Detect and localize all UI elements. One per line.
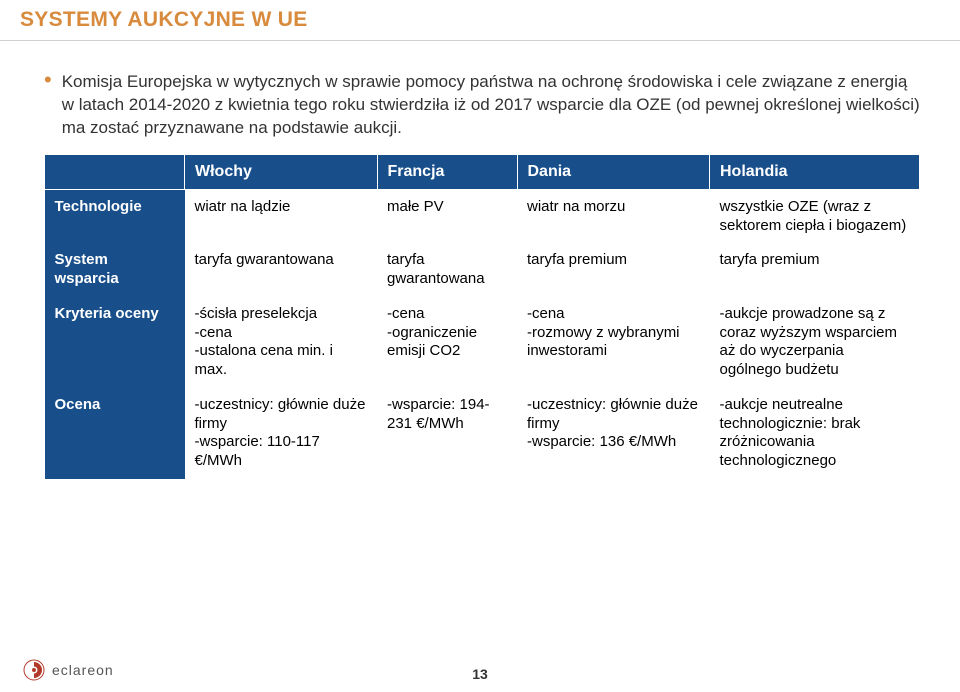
table-body: Technologie wiatr na lądzie małe PV wiat… — [45, 189, 920, 479]
logo: eclareon — [22, 658, 114, 682]
table-row: Kryteria oceny -ścisła preselekcja-cena-… — [45, 297, 920, 388]
table-cell: -ścisła preselekcja-cena-ustalona cena m… — [185, 297, 378, 388]
row-head: System wsparcia — [45, 243, 185, 297]
table-header-col3: Dania — [517, 154, 710, 189]
table-cell: -uczestnicy: głównie duże firmy-wsparcie… — [185, 388, 378, 479]
table-header-col1: Włochy — [185, 154, 378, 189]
page-number: 13 — [472, 666, 488, 682]
comparison-table: Włochy Francja Dania Holandia Technologi… — [44, 154, 920, 479]
logo-text: eclareon — [52, 662, 114, 678]
row-head: Ocena — [45, 388, 185, 479]
page-title: SYSTEMY AUKCYJNE W UE — [0, 0, 960, 41]
table-cell: -aukcje neutrealne technologicznie: brak… — [710, 388, 920, 479]
row-head: Kryteria oceny — [45, 297, 185, 388]
table-cell: małe PV — [377, 189, 517, 243]
table-header-blank — [45, 154, 185, 189]
table-header-col2: Francja — [377, 154, 517, 189]
table-row: Ocena -uczestnicy: głównie duże firmy-ws… — [45, 388, 920, 479]
logo-icon — [22, 658, 46, 682]
table-cell: wiatr na morzu — [517, 189, 710, 243]
title-text: SYSTEMY AUKCYJNE W UE — [20, 8, 308, 31]
table-cell: taryfa gwarantowana — [377, 243, 517, 297]
table-cell: taryfa premium — [517, 243, 710, 297]
table-cell: taryfa gwarantowana — [185, 243, 378, 297]
table-row: Technologie wiatr na lądzie małe PV wiat… — [45, 189, 920, 243]
table-row: System wsparcia taryfa gwarantowana tary… — [45, 243, 920, 297]
table-cell: wszystkie OZE (wraz z sektorem ciepła i … — [710, 189, 920, 243]
table-cell: -wsparcie: 194-231 €/MWh — [377, 388, 517, 479]
table-cell: -uczestnicy: głównie duże firmy-wsparcie… — [517, 388, 710, 479]
bullet-icon: • — [44, 71, 52, 140]
table-header-col4: Holandia — [710, 154, 920, 189]
row-head: Technologie — [45, 189, 185, 243]
content-area: • Komisja Europejska w wytycznych w spra… — [0, 41, 960, 479]
table-cell: wiatr na lądzie — [185, 189, 378, 243]
table-cell: -aukcje prowadzone są z coraz wyższym ws… — [710, 297, 920, 388]
table-header-row: Włochy Francja Dania Holandia — [45, 154, 920, 189]
table-cell: -cena-rozmowy z wybranymi inwestorami — [517, 297, 710, 388]
paragraph-text: Komisja Europejska w wytycznych w sprawi… — [62, 71, 920, 140]
intro-paragraph: • Komisja Europejska w wytycznych w spra… — [44, 71, 920, 140]
table-cell: taryfa premium — [710, 243, 920, 297]
table-cell: -cena-ograniczenie emisji CO2 — [377, 297, 517, 388]
